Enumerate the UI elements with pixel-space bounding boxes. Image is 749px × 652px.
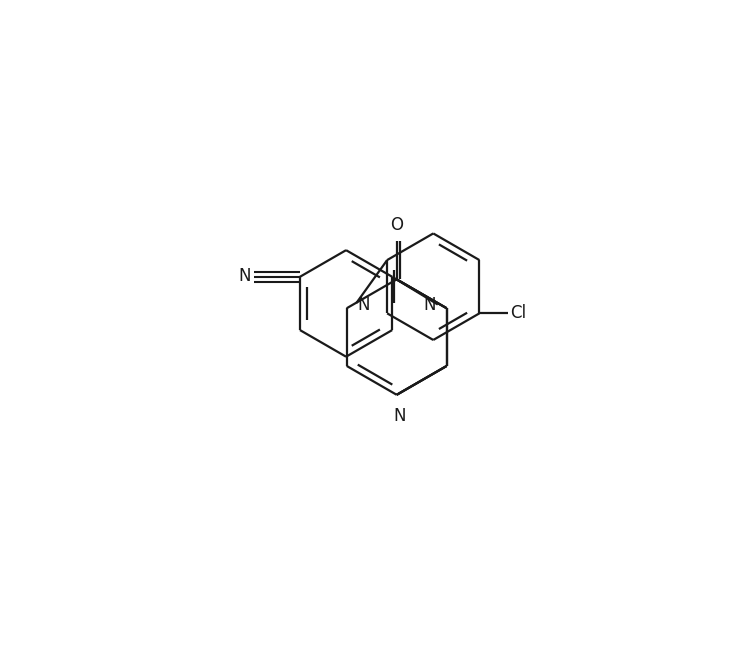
Text: N: N [393, 407, 406, 424]
Text: N: N [424, 296, 437, 314]
Text: O: O [390, 216, 403, 233]
Text: Cl: Cl [511, 304, 527, 321]
Text: N: N [239, 267, 251, 285]
Text: N: N [357, 296, 369, 314]
